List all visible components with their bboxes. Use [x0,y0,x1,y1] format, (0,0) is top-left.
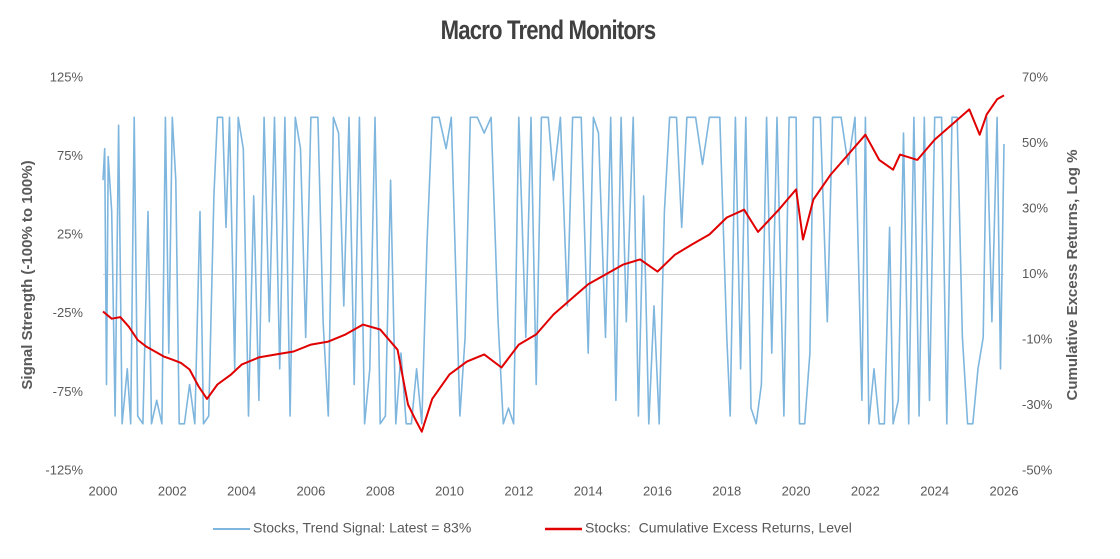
legend-label: Stocks: Cumulative Excess Returns, Level [585,520,852,536]
y2-tick-label: 50% [1022,135,1048,150]
y2-tick-label: -30% [1022,397,1053,412]
y-axis-label: Signal Strength (-100% to 100%) [19,160,36,389]
x-tick-label: 2008 [366,483,395,498]
x-tick-label: 2000 [89,483,118,498]
x-tick-label: 2022 [851,483,880,498]
y2-tick-label: 10% [1022,266,1048,281]
y-tick-label: -125% [45,462,83,477]
y-tick-label: -25% [53,305,84,320]
y-tick-label: 125% [50,69,84,84]
x-tick-label: 2018 [712,483,741,498]
y-tick-label: -75% [53,384,84,399]
x-tick-label: 2016 [643,483,672,498]
x-tick-label: 2024 [920,483,949,498]
series-line [102,116,1005,425]
chart-title: Macro Trend Monitors [441,16,656,46]
x-tick-label: 2012 [504,483,533,498]
y2-tick-label: -50% [1022,462,1053,477]
y-tick-label: 25% [57,227,83,242]
legend-label: Stocks, Trend Signal: Latest = 83% [253,520,471,536]
y2-axis-label: Cumulative Excess Returns, Log % [1064,150,1081,401]
series-line [102,94,1005,433]
y2-tick-label: -10% [1022,331,1053,346]
x-tick-label: 2026 [990,483,1019,498]
y2-tick-label: 70% [1022,69,1048,84]
x-tick-label: 2006 [296,483,325,498]
y2-tick-label: 30% [1022,200,1048,215]
x-tick-label: 2002 [158,483,187,498]
x-tick-label: 2010 [435,483,464,498]
x-tick-label: 2020 [782,483,811,498]
x-tick-label: 2014 [574,483,603,498]
y-tick-label: 75% [57,148,83,163]
x-tick-label: 2004 [227,483,256,498]
